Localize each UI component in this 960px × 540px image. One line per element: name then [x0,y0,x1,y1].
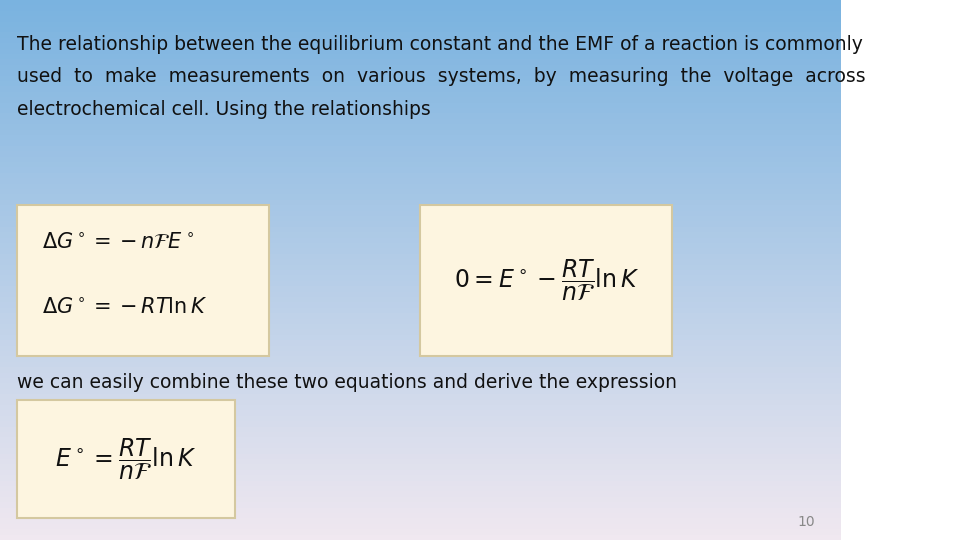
FancyBboxPatch shape [17,400,235,518]
Text: electrochemical cell. Using the relationships: electrochemical cell. Using the relation… [17,100,430,119]
Text: 10: 10 [798,515,815,529]
Text: we can easily combine these two equations and derive the expression: we can easily combine these two equation… [17,373,677,392]
FancyBboxPatch shape [420,205,672,356]
FancyBboxPatch shape [17,205,269,356]
Text: The relationship between the equilibrium constant and the EMF of a reaction is c: The relationship between the equilibrium… [17,35,863,54]
Text: used  to  make  measurements  on  various  systems,  by  measuring  the  voltage: used to make measurements on various sys… [17,68,865,86]
Text: $0 = E^\circ - \dfrac{RT}{n\mathcal{F}}\ln K$: $0 = E^\circ - \dfrac{RT}{n\mathcal{F}}\… [454,258,639,303]
Text: $\Delta G^\circ = -RT\ln K$: $\Delta G^\circ = -RT\ln K$ [42,297,207,317]
Text: $E^\circ = \dfrac{RT}{n\mathcal{F}}\ln K$: $E^\circ = \dfrac{RT}{n\mathcal{F}}\ln K… [56,436,197,482]
Text: $\Delta G^\circ = -n\mathcal{F}E^\circ$: $\Delta G^\circ = -n\mathcal{F}E^\circ$ [42,232,194,252]
